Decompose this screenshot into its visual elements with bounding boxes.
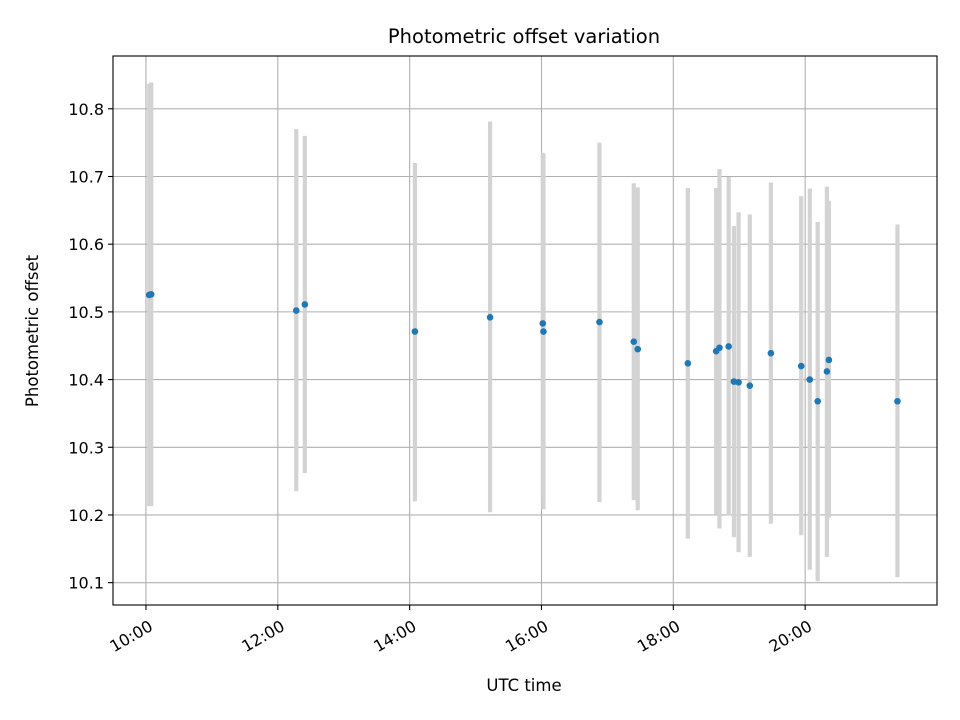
data-point	[735, 378, 742, 386]
y-tick-label: 10.6	[68, 235, 104, 254]
y-tick-label: 10.4	[68, 371, 104, 390]
data-point	[725, 343, 732, 350]
data-point	[806, 376, 814, 383]
data-point	[540, 328, 547, 335]
data-point	[825, 356, 833, 364]
y-tick-label: 10.3	[68, 438, 104, 457]
data-point	[894, 397, 901, 405]
y-tick-label: 10.7	[68, 167, 104, 186]
chart-title: Photometric offset variation	[388, 25, 660, 48]
data-point	[596, 318, 603, 326]
y-axis-title: Photometric offset	[23, 254, 42, 407]
y-tick-label: 10.2	[68, 506, 104, 525]
data-point	[716, 344, 723, 352]
data-point	[823, 368, 831, 375]
data-point	[634, 345, 642, 353]
y-tick-label: 10.5	[68, 303, 104, 322]
plot-frame	[112, 55, 938, 606]
y-tick-label: 10.8	[68, 100, 104, 119]
data-point	[486, 313, 494, 321]
data-points	[145, 290, 901, 405]
x-axis-title: UTC time	[486, 676, 561, 695]
y-tick-label: 10.1	[68, 574, 104, 593]
data-point	[630, 338, 638, 345]
data-point	[539, 320, 547, 327]
data-point	[797, 362, 805, 370]
data-point	[147, 290, 155, 298]
data-point	[767, 349, 775, 357]
data-point	[684, 360, 692, 367]
data-point	[814, 397, 821, 405]
data-point	[301, 301, 309, 308]
data-point	[411, 328, 419, 335]
data-point	[292, 307, 300, 314]
data-point	[746, 382, 754, 389]
